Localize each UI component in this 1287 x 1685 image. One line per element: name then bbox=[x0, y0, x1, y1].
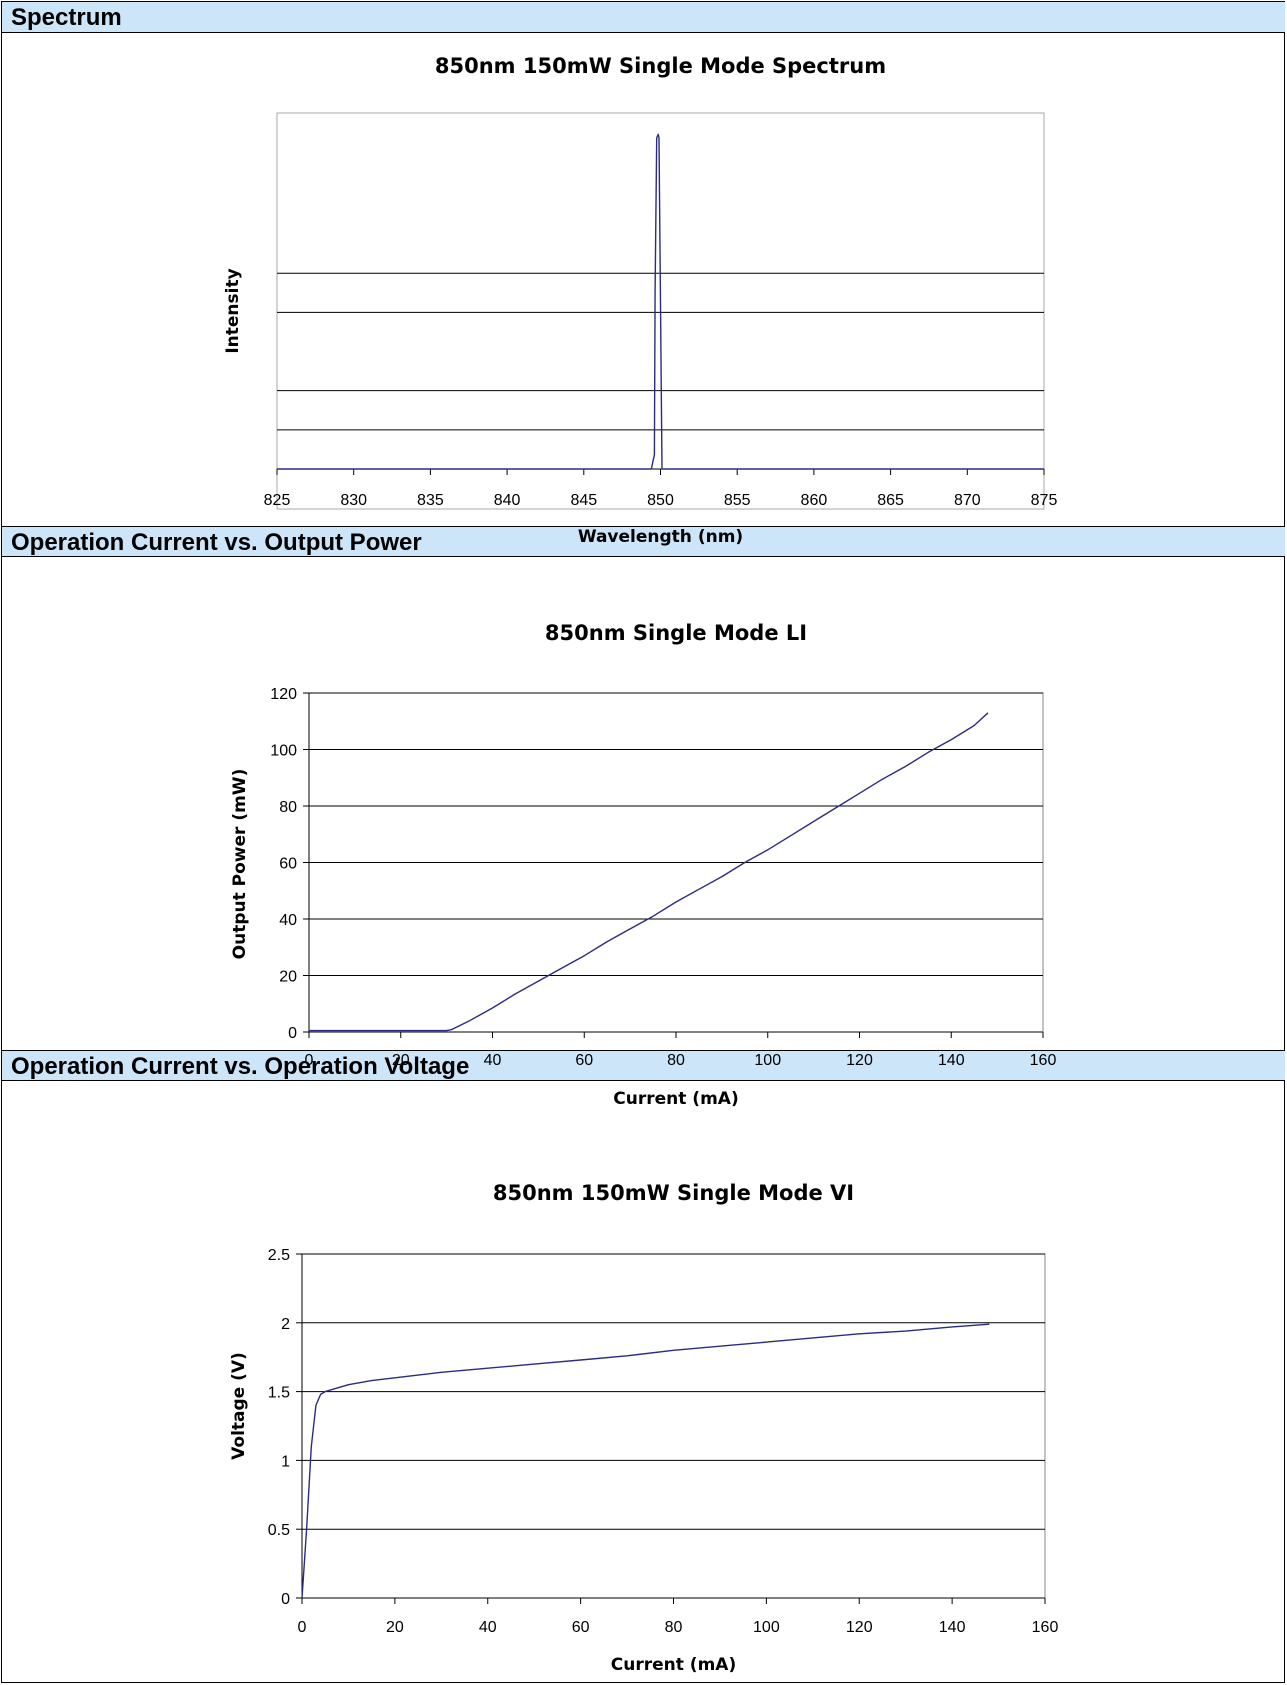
y-axis-title: Output Power (mW) bbox=[230, 769, 250, 960]
x-tick-label: 120 bbox=[846, 1052, 873, 1069]
y-tick-label: 60 bbox=[279, 856, 297, 873]
section-header-li: Operation Current vs. Output Power bbox=[2, 526, 1285, 557]
x-tick-label: 60 bbox=[575, 1052, 593, 1069]
y-tick-label: 1 bbox=[281, 1453, 290, 1470]
x-tick-label: 850 bbox=[647, 492, 674, 509]
x-tick-label: 865 bbox=[877, 492, 904, 509]
x-tick-label: 0 bbox=[298, 1619, 307, 1636]
chart-title: 850nm 150mW Single Mode Spectrum bbox=[435, 54, 886, 78]
x-tick-label: 140 bbox=[939, 1619, 966, 1636]
y-tick-label: 1.5 bbox=[268, 1385, 290, 1402]
series-line bbox=[301, 1323, 990, 1599]
x-tick-label: 0 bbox=[305, 1052, 314, 1069]
series-line bbox=[277, 133, 1044, 470]
y-tick-label: 0 bbox=[288, 1025, 297, 1042]
y-axis-title: Voltage (V) bbox=[229, 1352, 249, 1460]
x-tick-label: 40 bbox=[479, 1619, 497, 1636]
y-tick-label: 80 bbox=[279, 799, 297, 816]
x-tick-label: 875 bbox=[1031, 492, 1058, 509]
x-tick-label: 60 bbox=[572, 1619, 590, 1636]
chart-title: 850nm 150mW Single Mode VI bbox=[493, 1181, 854, 1205]
plot-area-border bbox=[276, 112, 1045, 510]
y-axis-title: Intensity bbox=[223, 268, 243, 353]
y-tick-label: 40 bbox=[279, 912, 297, 929]
x-tick-label: 100 bbox=[753, 1619, 780, 1636]
y-tick-label: 100 bbox=[270, 743, 297, 760]
chart-2: 850nm 150mW Single Mode VI 0 0.5 1 1.5 2 2.5 0 2… bbox=[229, 1181, 1058, 1675]
x-tick-label: 160 bbox=[1032, 1619, 1059, 1636]
y-tick-label: 20 bbox=[279, 969, 297, 986]
y-tick-label: 0 bbox=[281, 1591, 290, 1608]
section-header-spectrum: Spectrum bbox=[2, 2, 1285, 33]
x-tick-label: 80 bbox=[665, 1619, 683, 1636]
x-tick-label: 20 bbox=[386, 1619, 404, 1636]
plot-area-border bbox=[301, 1253, 1046, 1599]
y-tick-label: 120 bbox=[270, 686, 297, 703]
x-tick-label: 855 bbox=[724, 492, 751, 509]
x-tick-label: 835 bbox=[417, 492, 444, 509]
y-tick-label: 0.5 bbox=[268, 1522, 290, 1539]
x-axis-title: Current (mA) bbox=[613, 1089, 738, 1109]
y-tick-label: 2 bbox=[281, 1316, 290, 1333]
x-tick-label: 830 bbox=[340, 492, 367, 509]
chart-0: 850nm 150mW Single Mode Spectrum 825 830 83… bbox=[223, 54, 1057, 547]
x-axis-title: Wavelength (nm) bbox=[578, 527, 743, 547]
series-line bbox=[309, 712, 989, 1032]
y-tick-label: 2.5 bbox=[268, 1247, 290, 1264]
x-tick-label: 840 bbox=[494, 492, 521, 509]
x-tick-label: 120 bbox=[846, 1619, 873, 1636]
x-tick-label: 40 bbox=[484, 1052, 502, 1069]
x-axis-title: Current (mA) bbox=[611, 1655, 736, 1675]
x-tick-label: 860 bbox=[801, 492, 828, 509]
chart-1: 850nm Single Mode LI 0 20 40 60 80 100 120 0 20 40… bbox=[230, 621, 1056, 1109]
section-header-vi: Operation Current vs. Operation Voltage bbox=[2, 1050, 1285, 1081]
x-tick-label: 140 bbox=[938, 1052, 965, 1069]
x-tick-label: 160 bbox=[1030, 1052, 1057, 1069]
x-tick-label: 80 bbox=[667, 1052, 685, 1069]
x-tick-label: 825 bbox=[264, 492, 291, 509]
x-tick-label: 20 bbox=[392, 1052, 410, 1069]
x-tick-label: 100 bbox=[754, 1052, 781, 1069]
x-tick-label: 845 bbox=[570, 492, 597, 509]
chart-title: 850nm Single Mode LI bbox=[545, 621, 807, 645]
x-tick-label: 870 bbox=[954, 492, 981, 509]
